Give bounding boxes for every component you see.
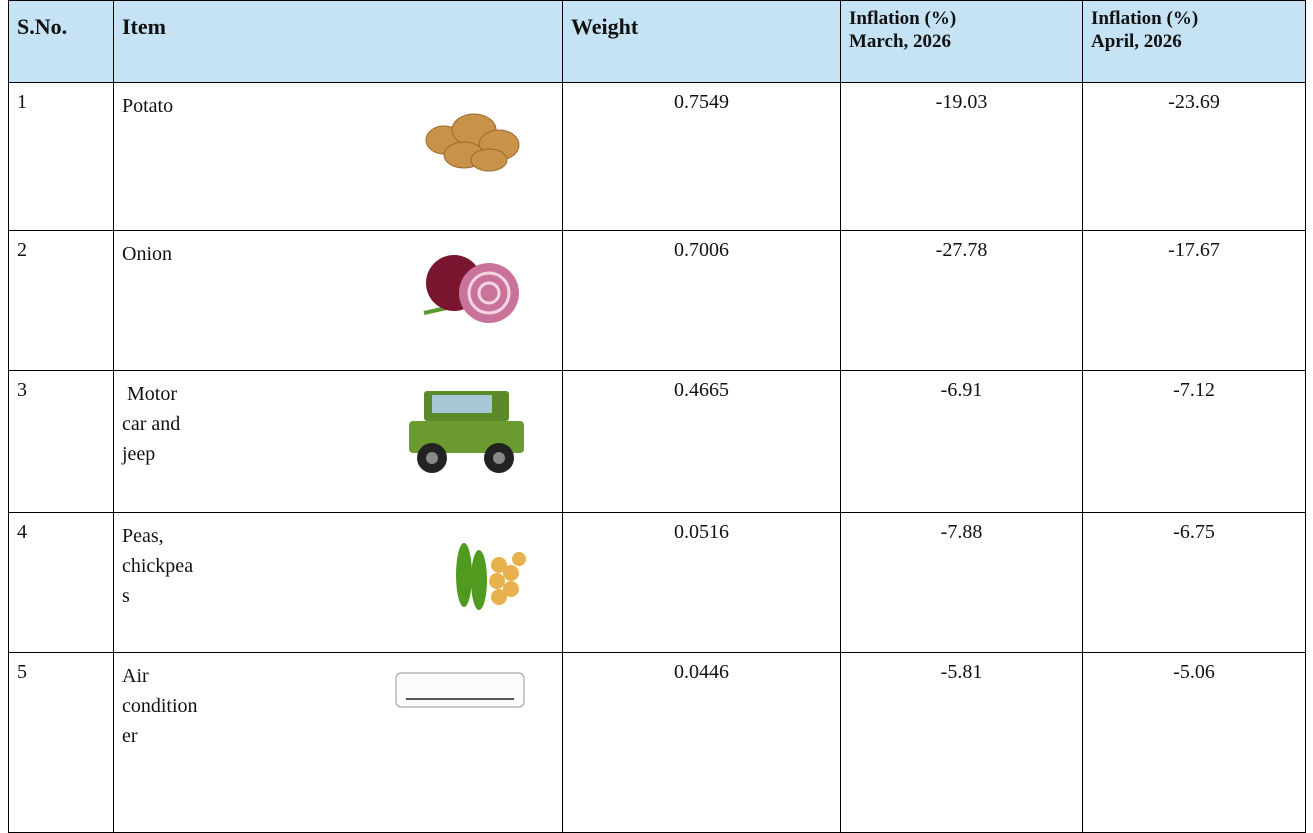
cell: 0.7549 bbox=[563, 83, 841, 231]
inflation-table: S.No. Item Weight Inflation (%) March, 2… bbox=[8, 0, 1306, 833]
cell: 0.0516 bbox=[563, 513, 841, 653]
jeep-icon bbox=[404, 383, 529, 478]
cell: -19.03 bbox=[841, 83, 1083, 231]
header-cell: S.No. bbox=[9, 1, 114, 83]
cell: -5.06 bbox=[1083, 653, 1306, 833]
cell: -17.67 bbox=[1083, 231, 1306, 371]
header-row: S.No. Item Weight Inflation (%) March, 2… bbox=[9, 1, 1306, 83]
header-cell: Item bbox=[114, 1, 563, 83]
page: S.No. Item Weight Inflation (%) March, 2… bbox=[0, 0, 1313, 832]
row: 1 Potato 0.7549 -19.03 -23.69 bbox=[9, 83, 1306, 231]
cell: Peas, chickpeas bbox=[114, 513, 563, 653]
cell: -27.78 bbox=[841, 231, 1083, 371]
header-cell: Inflation (%) March, 2026 bbox=[841, 1, 1083, 83]
item-name: Onion bbox=[122, 239, 200, 328]
cell: Air conditioner bbox=[114, 653, 563, 833]
onion-icon bbox=[419, 243, 529, 328]
header-cell: Inflation (%) April, 2026 bbox=[1083, 1, 1306, 83]
cell: 2 bbox=[9, 231, 114, 371]
cell: -23.69 bbox=[1083, 83, 1306, 231]
cell: 0.4665 bbox=[563, 371, 841, 513]
peas-icon bbox=[449, 525, 529, 620]
row: 4 Peas, chickpeas 0.0516 -7.88 -6.75 bbox=[9, 513, 1306, 653]
cell: -7.88 bbox=[841, 513, 1083, 653]
cell: 0.0446 bbox=[563, 653, 841, 833]
cell: -7.12 bbox=[1083, 371, 1306, 513]
cell: -5.81 bbox=[841, 653, 1083, 833]
cell: 1 bbox=[9, 83, 114, 231]
row: 3 Motor car and jeep 0.4665 -6.91 -7.12 bbox=[9, 371, 1306, 513]
item-name: Air conditioner bbox=[122, 661, 200, 751]
header-cell: Weight bbox=[563, 1, 841, 83]
cell: -6.75 bbox=[1083, 513, 1306, 653]
cell: 3 bbox=[9, 371, 114, 513]
cell: 0.7006 bbox=[563, 231, 841, 371]
cell: 4 bbox=[9, 513, 114, 653]
cell: Potato bbox=[114, 83, 563, 231]
row: 5 Air conditioner 0.0446 -5.81 -5.06 bbox=[9, 653, 1306, 833]
row: 2 Onion 0.7006 -27.78 -17.67 bbox=[9, 231, 1306, 371]
item-name: Potato bbox=[122, 91, 200, 175]
cell: 5 bbox=[9, 653, 114, 833]
cell: Onion bbox=[114, 231, 563, 371]
item-name: Motor car and jeep bbox=[122, 379, 200, 478]
potato-icon bbox=[419, 95, 529, 175]
cell: Motor car and jeep bbox=[114, 371, 563, 513]
cell: -6.91 bbox=[841, 371, 1083, 513]
ac-icon bbox=[394, 665, 529, 715]
item-name: Peas, chickpeas bbox=[122, 521, 200, 620]
